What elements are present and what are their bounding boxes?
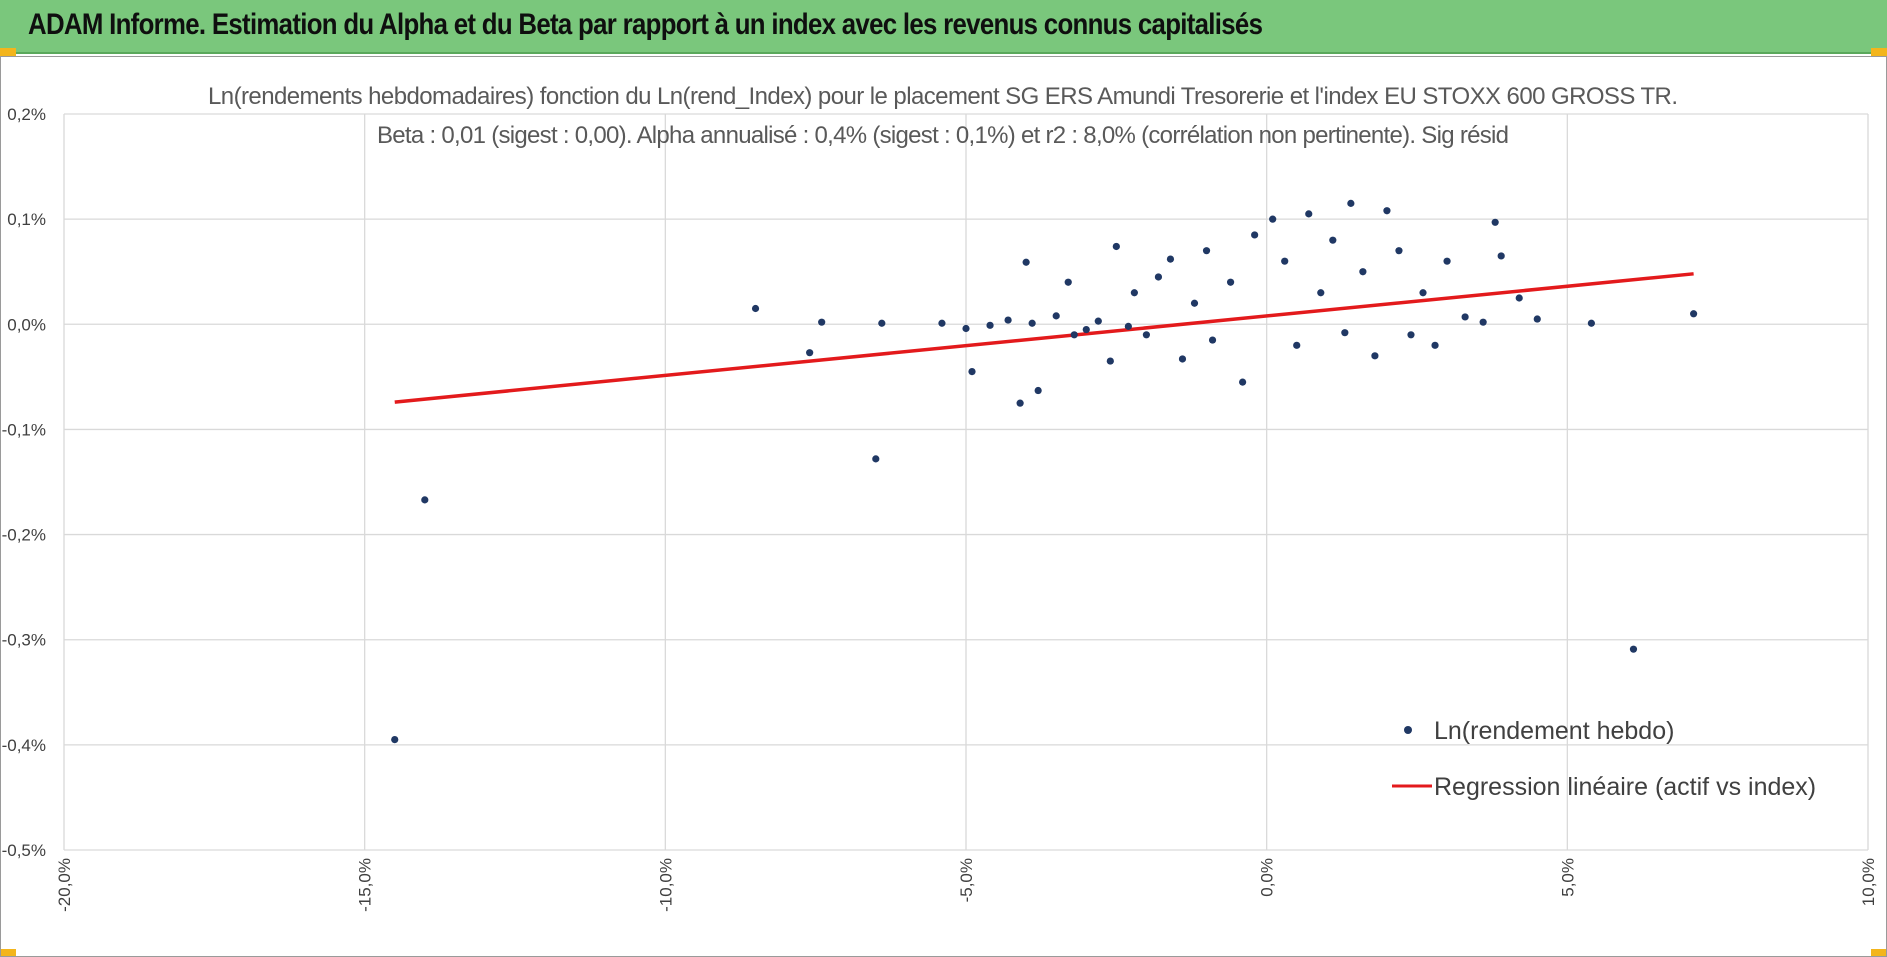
data-point bbox=[1479, 318, 1487, 326]
data-point bbox=[1154, 273, 1163, 281]
legend-marker-points bbox=[1404, 726, 1412, 734]
data-point bbox=[1082, 325, 1090, 334]
data-point bbox=[1629, 645, 1638, 653]
corner-accent-bottom-right bbox=[1871, 949, 1887, 957]
points-layer bbox=[391, 199, 1698, 744]
data-point bbox=[968, 368, 976, 376]
data-point bbox=[1269, 215, 1277, 223]
data-point bbox=[1293, 341, 1301, 349]
data-point bbox=[962, 324, 970, 333]
data-point bbox=[391, 736, 399, 744]
data-point bbox=[1052, 312, 1060, 320]
x-tick-label: -20,0% bbox=[55, 858, 74, 912]
data-point bbox=[1178, 355, 1187, 363]
data-point bbox=[1533, 315, 1541, 323]
data-point bbox=[1419, 289, 1427, 297]
legend-label-points: Ln(rendement hebdo) bbox=[1434, 717, 1674, 745]
y-axis-ticks: 0,2% 0,1% 0,0% -0,1% -0,2% -0,3% -0,4% -0,5% bbox=[2, 105, 46, 860]
corner-accent-bottom-left bbox=[0, 949, 16, 957]
data-point bbox=[1359, 268, 1367, 276]
y-tick-label: 0,0% bbox=[7, 315, 46, 334]
x-axis-ticks: -20,0% -15,0% -10,0% -5,0% 0,0% 5,0% 10,0% bbox=[55, 858, 1878, 912]
data-point bbox=[1431, 341, 1439, 349]
data-point bbox=[1190, 299, 1199, 307]
data-point bbox=[1281, 257, 1289, 265]
data-point bbox=[1341, 329, 1349, 337]
corner-accent-top-right bbox=[1871, 48, 1887, 56]
data-point bbox=[1208, 336, 1217, 344]
y-tick-label: -0,4% bbox=[2, 736, 46, 755]
regression-line bbox=[394, 272, 1694, 404]
x-tick-label: 10,0% bbox=[1859, 858, 1878, 906]
data-point bbox=[1690, 310, 1698, 318]
data-point bbox=[1004, 316, 1012, 324]
data-point bbox=[1124, 322, 1132, 330]
data-point bbox=[806, 349, 814, 357]
data-point bbox=[1305, 210, 1313, 218]
y-tick-label: -0,3% bbox=[2, 631, 46, 650]
data-point bbox=[1461, 313, 1469, 321]
corner-accent-top-left bbox=[0, 48, 16, 56]
data-point bbox=[421, 496, 429, 504]
data-point bbox=[1395, 247, 1403, 255]
data-point bbox=[1347, 199, 1355, 207]
data-point bbox=[1094, 317, 1102, 325]
legend: Ln(rendement hebdo) Regression linéaire … bbox=[1392, 717, 1816, 801]
data-point bbox=[1028, 319, 1036, 327]
data-point bbox=[1491, 218, 1499, 226]
page-title: ADAM Informe. Estimation du Alpha et du … bbox=[28, 8, 1263, 41]
data-point bbox=[1497, 252, 1505, 260]
x-tick-label: 0,0% bbox=[1258, 858, 1277, 897]
chart-title-line-1: Ln(rendements hebdomadaires) fonction du… bbox=[208, 83, 1678, 110]
y-tick-label: -0,2% bbox=[2, 526, 46, 545]
regression-layer bbox=[394, 272, 1694, 404]
y-tick-label: 0,1% bbox=[7, 210, 46, 229]
data-point bbox=[1130, 289, 1138, 297]
data-point bbox=[1070, 331, 1078, 339]
data-point bbox=[1329, 236, 1337, 244]
data-point bbox=[872, 455, 880, 463]
data-point bbox=[1383, 207, 1391, 215]
data-point bbox=[1317, 289, 1325, 297]
data-point bbox=[986, 321, 994, 329]
data-point bbox=[818, 318, 826, 326]
data-point bbox=[1443, 257, 1451, 265]
data-point bbox=[1034, 386, 1042, 395]
data-point bbox=[1226, 278, 1235, 286]
x-tick-label: -15,0% bbox=[356, 858, 375, 912]
data-point bbox=[1142, 331, 1150, 339]
data-point bbox=[1166, 255, 1175, 263]
x-tick-label: -10,0% bbox=[656, 858, 675, 912]
y-tick-label: -0,5% bbox=[2, 841, 46, 860]
data-point bbox=[1239, 378, 1247, 386]
data-point bbox=[1112, 242, 1120, 251]
data-point bbox=[1202, 247, 1211, 255]
data-point bbox=[878, 319, 886, 327]
grid-lines bbox=[63, 113, 1869, 851]
x-tick-label: -5,0% bbox=[957, 858, 976, 902]
y-tick-label: -0,1% bbox=[2, 420, 46, 439]
chart-title-line-2: Beta : 0,01 (sigest : 0,00). Alpha annua… bbox=[377, 122, 1509, 149]
data-point bbox=[1251, 231, 1259, 239]
data-point bbox=[1106, 357, 1114, 365]
data-point bbox=[1016, 399, 1024, 407]
data-point bbox=[1407, 331, 1415, 339]
data-point bbox=[751, 304, 760, 313]
data-point bbox=[1587, 319, 1595, 327]
data-point bbox=[938, 319, 946, 327]
legend-label-regression: Regression linéaire (actif vs index) bbox=[1434, 773, 1816, 801]
data-point bbox=[1515, 294, 1523, 302]
data-point bbox=[1022, 258, 1030, 266]
x-tick-label: 5,0% bbox=[1558, 858, 1577, 897]
data-point bbox=[1064, 278, 1072, 286]
y-tick-label: 0,2% bbox=[7, 105, 46, 124]
header-banner: ADAM Informe. Estimation du Alpha et du … bbox=[0, 0, 1887, 54]
data-point bbox=[1371, 352, 1379, 360]
